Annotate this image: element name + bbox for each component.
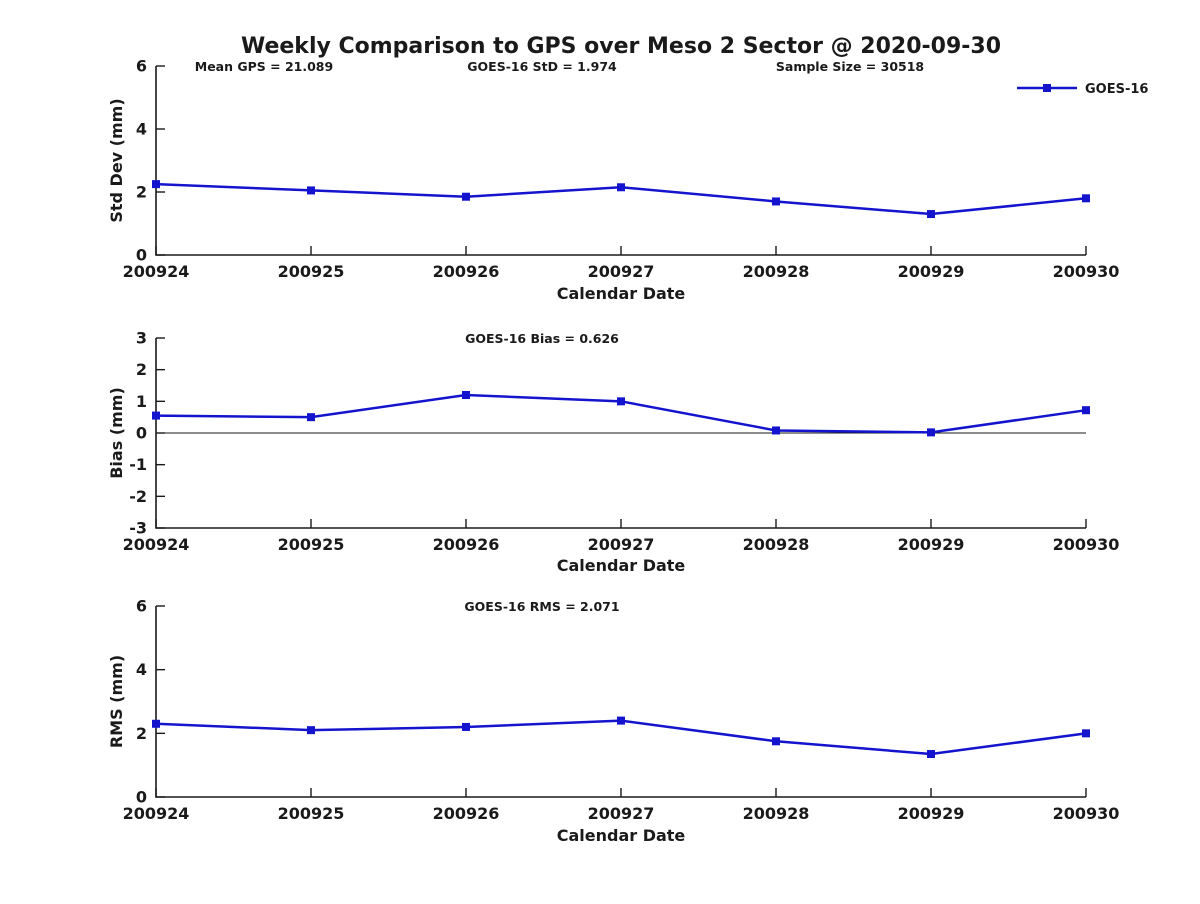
data-point-marker [462,722,470,731]
data-point-marker [617,183,625,192]
x-tick-label: 200930 [1053,804,1120,823]
data-point-marker [152,411,160,420]
x-tick-label: 200928 [743,535,810,554]
legend-marker-icon [1043,84,1051,92]
annotation-bias: GOES-16 Bias = 0.626 [465,331,619,346]
y-tick-label: 3 [136,329,147,348]
data-point-marker [617,397,625,406]
ylabel-stddev: Std Dev (mm) [107,98,126,222]
axis-frame [155,66,1086,256]
data-point-marker [307,413,315,422]
data-point-marker [462,192,470,201]
data-point-marker [1082,729,1090,738]
data-point-marker [462,391,470,399]
legend: GOES-16 [1017,82,1148,97]
series-line [155,719,1087,756]
y-tick-label: 1 [136,392,147,411]
subplot-bias: -3 -2 -1 0 1 2 3 200924 200925 200926 200927 200928… [123,329,1120,555]
annotation-rms: GOES-16 RMS = 2.071 [464,599,619,614]
subplot-stddev: 0 2 4 6 200924 200925 200926 200927 200928 200929… [123,57,1120,282]
x-tick-label: 200929 [898,804,965,823]
annotation-sample-size: Sample Size = 30518 [776,59,924,74]
x-tick-label: 200929 [898,262,965,281]
data-point-marker [927,428,935,437]
x-tick-label: 200924 [123,535,190,554]
x-tick-label: 200925 [278,262,345,281]
data-point-marker [1082,406,1090,415]
y-tick-label: 0 [136,246,147,265]
subplot-rms: 0 2 4 6 200924 200925 200926 200927 200928 200929… [123,597,1120,824]
x-tick-label: 200930 [1053,535,1120,554]
y-tick-label: 0 [136,424,147,443]
data-point-marker [1082,194,1090,203]
data-point-marker [152,180,160,189]
x-tick-label: 200927 [588,535,655,554]
data-point-marker [927,750,935,759]
x-tick-label: 200925 [278,804,345,823]
data-point-marker [772,426,780,435]
y-tick-label: 2 [136,183,147,202]
annotation-mean-gps: Mean GPS = 21.089 [195,59,333,74]
data-point-marker [307,726,315,735]
data-point-marker [307,186,315,195]
data-point-marker [152,719,160,728]
x-tick-label: 200927 [588,804,655,823]
data-point-marker [927,210,935,219]
y-tick-label: 0 [136,788,147,807]
x-tick-label: 200930 [1053,262,1120,281]
ylabel-bias: Bias (mm) [107,387,126,479]
ylabel-rms: RMS (mm) [107,655,126,748]
y-tick-label: -3 [129,519,147,538]
x-tick-label: 200924 [123,804,190,823]
y-tick-label: -2 [129,487,147,506]
axis-frame [155,606,1086,798]
y-tick-label: 6 [136,57,147,76]
annotation-std: GOES-16 StD = 1.974 [467,59,617,74]
x-tick-label: 200924 [123,262,190,281]
data-point-marker [772,197,780,206]
x-tick-label: 200928 [743,804,810,823]
xlabel-calendar-date-2: Calendar Date [557,556,686,575]
data-point-marker [617,716,625,725]
xlabel-calendar-date-1: Calendar Date [557,284,686,303]
y-tick-label: -1 [129,455,147,474]
y-tick-label: 4 [136,660,147,679]
x-tick-label: 200926 [433,535,500,554]
chart-title: Weekly Comparison to GPS over Meso 2 Sec… [241,34,1001,59]
y-tick-label: 2 [136,360,147,379]
y-tick-label: 6 [136,597,147,616]
x-tick-label: 200926 [433,262,500,281]
data-point-marker [772,737,780,746]
legend-label: GOES-16 [1085,82,1148,97]
x-tick-label: 200925 [278,535,345,554]
x-tick-label: 200926 [433,804,500,823]
x-tick-label: 200929 [898,535,965,554]
y-tick-label: 2 [136,724,147,743]
xlabel-calendar-date-3: Calendar Date [557,826,686,845]
x-tick-label: 200927 [588,262,655,281]
y-tick-label: 4 [136,120,147,139]
x-tick-label: 200928 [743,262,810,281]
